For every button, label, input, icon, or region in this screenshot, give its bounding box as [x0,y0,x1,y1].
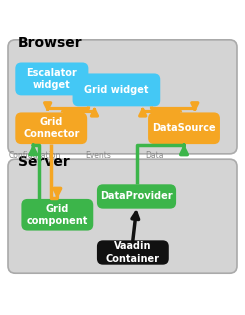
FancyBboxPatch shape [15,112,87,144]
Text: Browser: Browser [18,36,82,50]
Text: DataSource: DataSource [152,123,216,133]
FancyBboxPatch shape [8,40,237,154]
FancyBboxPatch shape [97,240,169,265]
FancyBboxPatch shape [97,184,176,209]
Text: Grid widget: Grid widget [84,85,149,95]
Text: Configuration: Configuration [9,151,61,160]
FancyBboxPatch shape [8,159,237,273]
Text: Server: Server [18,155,70,169]
FancyBboxPatch shape [73,73,160,106]
FancyBboxPatch shape [148,112,220,144]
Text: Vaadin
Container: Vaadin Container [106,241,160,264]
Text: Events: Events [85,151,111,160]
Text: DataProvider: DataProvider [100,192,173,202]
FancyBboxPatch shape [21,199,93,231]
Text: Escalator
widget: Escalator widget [26,68,77,90]
Text: Grid
Connector: Grid Connector [23,117,79,140]
FancyBboxPatch shape [15,62,88,95]
Text: Grid
component: Grid component [27,203,88,226]
Text: Data: Data [145,151,163,160]
